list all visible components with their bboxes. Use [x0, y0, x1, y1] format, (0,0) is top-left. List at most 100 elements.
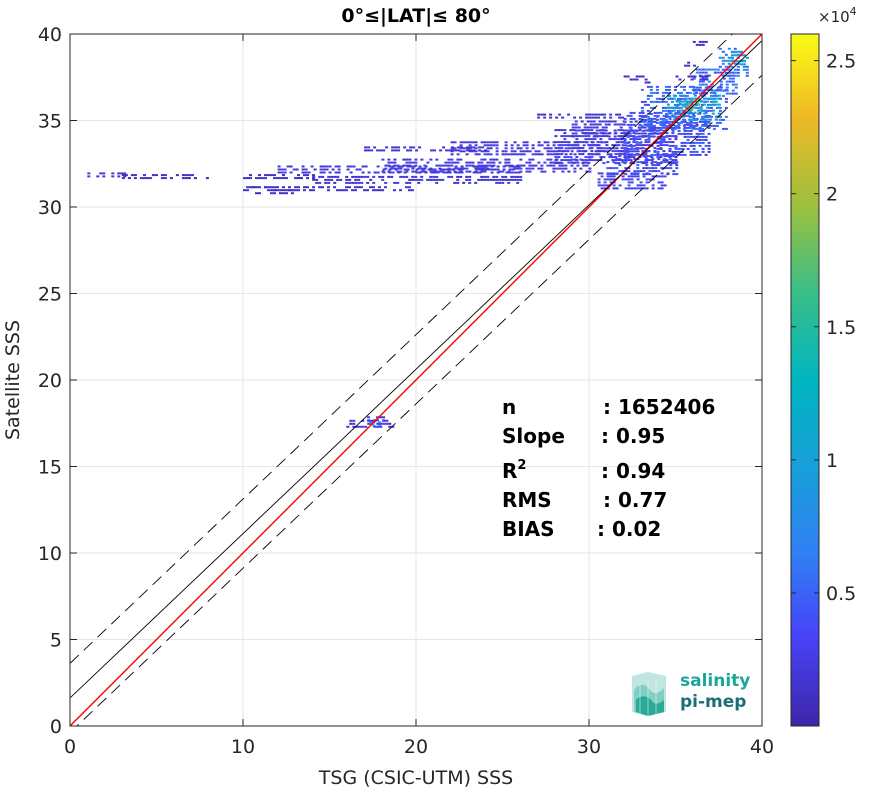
density-cell: [133, 174, 137, 177]
density-cell: [163, 174, 167, 177]
density-cell: [549, 116, 553, 119]
density-cell: [289, 171, 293, 174]
density-cell: [630, 161, 634, 164]
density-cell: [742, 60, 746, 63]
density-cell: [703, 124, 707, 127]
density-cell: [604, 120, 608, 123]
density-cell: [693, 106, 697, 109]
density-cell: [686, 123, 690, 126]
density-cell: [510, 178, 514, 181]
density-cell: [286, 165, 290, 168]
density-cell: [264, 186, 267, 189]
density-cell: [589, 120, 593, 123]
density-cell: [630, 181, 634, 184]
density-cell: [602, 150, 606, 153]
density-cell: [373, 419, 377, 422]
density-cell: [603, 141, 607, 144]
density-cell: [630, 173, 634, 176]
density-cell: [650, 126, 654, 129]
colorbar-tick-label: 2: [826, 184, 838, 206]
density-cell: [321, 175, 325, 178]
density-cell: [629, 120, 633, 123]
stats-annotation: n : 1652406 Slope : 0.95 R2 : 0.94 RMS :…: [502, 395, 715, 541]
density-cell: [669, 106, 673, 109]
density-cell: [312, 174, 315, 177]
density-cell: [492, 164, 496, 167]
density-cell: [678, 99, 682, 102]
density-cell: [698, 71, 702, 74]
density-cell: [471, 141, 475, 144]
density-cell: [728, 80, 732, 83]
density-cell: [681, 105, 685, 108]
density-cell: [745, 65, 749, 68]
density-cell: [677, 129, 681, 132]
density-cell: [698, 86, 702, 89]
density-cell: [258, 177, 261, 180]
density-cell: [603, 113, 607, 116]
density-cell: [403, 171, 407, 174]
density-cell: [696, 97, 700, 100]
density-cell: [504, 150, 508, 153]
density-cell: [294, 177, 297, 180]
density-cell: [327, 189, 330, 192]
density-cell: [396, 167, 400, 170]
density-cell: [360, 186, 363, 189]
density-cell: [587, 162, 591, 165]
density-cell: [563, 144, 567, 147]
density-cell: [700, 115, 704, 118]
density-cell: [734, 92, 738, 95]
density-cell: [671, 153, 675, 156]
density-cell: [504, 178, 508, 181]
density-cell: [435, 175, 439, 178]
density-cell: [709, 91, 713, 94]
density-cell: [632, 147, 636, 150]
density-cell: [687, 61, 691, 64]
density-cell: [601, 126, 605, 129]
density-cell: [621, 116, 625, 119]
density-cell: [537, 116, 541, 119]
density-cell: [620, 132, 624, 135]
density-cell: [354, 186, 357, 189]
density-cell: [745, 56, 749, 59]
density-cell: [679, 97, 683, 100]
density-cell: [681, 118, 685, 121]
density-cell: [495, 181, 499, 184]
colorbar-tick-label: 1.5: [826, 317, 856, 339]
density-cell: [620, 150, 624, 153]
density-cell: [665, 159, 669, 162]
density-cell: [405, 170, 409, 173]
density-cell: [697, 127, 701, 130]
density-cell: [652, 127, 656, 130]
density-cell: [665, 141, 669, 144]
density-cell: [671, 159, 675, 162]
density-cell: [693, 111, 697, 114]
density-cell: [411, 167, 415, 170]
density-cell: [285, 189, 288, 192]
density-cell: [492, 144, 496, 147]
density-cell: [573, 170, 577, 173]
density-cell: [595, 135, 599, 138]
density-cell: [685, 91, 689, 94]
density-cell: [683, 114, 687, 117]
density-cell: [593, 159, 597, 162]
density-cell: [612, 184, 616, 187]
density-cell: [654, 161, 658, 164]
density-cell: [710, 68, 714, 71]
density-cell: [651, 167, 655, 170]
density-cell: [595, 123, 599, 126]
density-cell: [405, 164, 409, 167]
density-cell: [659, 123, 663, 126]
density-cell: [596, 150, 600, 153]
density-cell: [687, 106, 691, 109]
density-cell: [396, 170, 400, 173]
density-cell: [456, 178, 460, 181]
density-cell: [581, 162, 585, 165]
density-cell: [546, 158, 550, 161]
density-cell: [724, 97, 728, 100]
density-cell: [585, 170, 589, 173]
density-cell: [690, 75, 694, 78]
density-cell: [618, 116, 622, 119]
density-cell: [714, 103, 718, 106]
density-cell: [646, 94, 650, 97]
density-cell: [655, 85, 659, 88]
